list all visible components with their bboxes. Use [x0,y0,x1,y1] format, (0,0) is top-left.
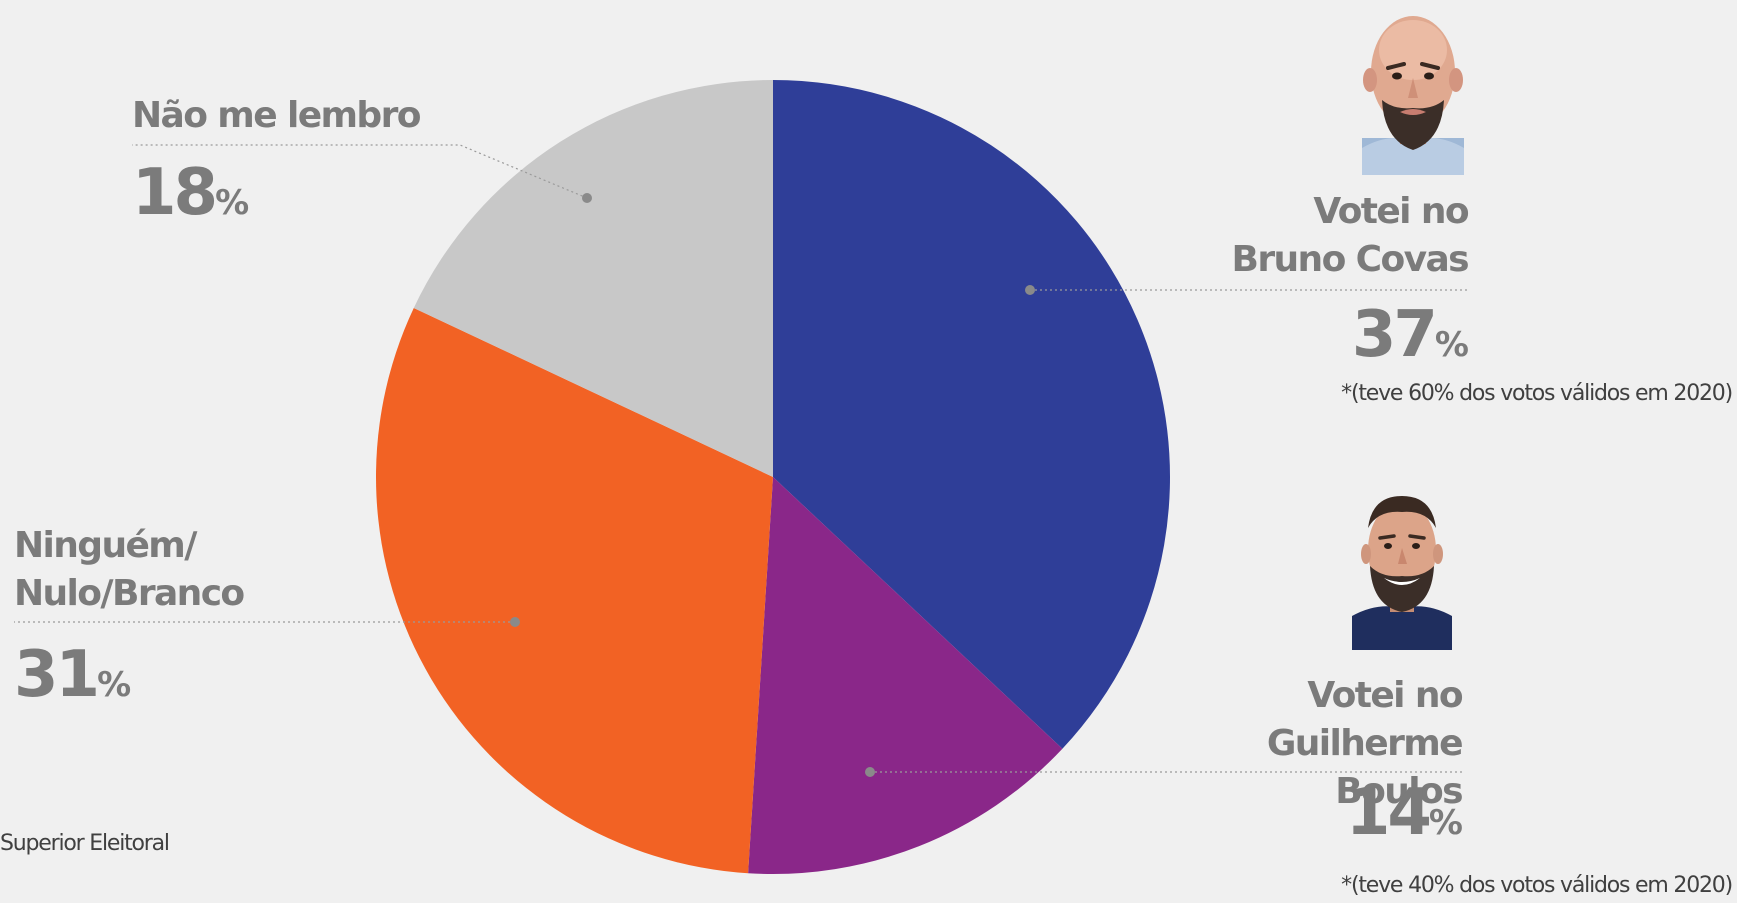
value-nao-me-lembro: 18% [132,156,249,238]
value-ninguem-nulo-branco: 31% [14,638,131,720]
value-ninguem-nulo-branco-number: 31 [14,638,100,712]
pie-slices [375,80,1170,874]
percent-unit: % [1428,803,1463,843]
value-guilherme-boulos-number: 14 [1345,776,1432,850]
bruno-covas-caricature-icon [1362,16,1464,175]
percent-unit: % [97,665,131,705]
label-bruno-covas: Votei no Bruno Covas [1231,191,1470,280]
leader-line-nao-me-lembro [132,144,588,199]
value-guilherme-boulos: 14% [1294,776,1463,858]
label-ninguem-nulo-branco: Ninguém/ Nulo/Branco [14,525,245,614]
pie-slice-guilherme-boulos [748,477,1063,874]
value-bruno-covas: 37% [1300,298,1469,380]
pie-slice-nao-me-lembro [413,80,773,477]
guilherme-boulos-caricature-icon [1352,496,1452,650]
label-nao-me-lembro: Não me lembro [132,95,421,136]
source-text: Superior Eleitoral [0,831,170,856]
percent-unit: % [1434,325,1469,365]
note-bruno-covas: *(teve 60% dos votos válidos em 2020) [1341,381,1733,406]
pie-slice-bruno-covas [773,80,1170,749]
pie-slice-ninguem-nulo-branco [375,307,773,874]
label-guilherme-boulos: Votei no Guilherme Boulos [1266,675,1464,812]
leader-dot-nao-me-lembro [582,193,592,203]
leader-dot-bruno-covas [1025,285,1035,295]
leader-dot-guilherme-boulos [865,767,875,777]
note-guilherme-boulos: *(teve 40% dos votos válidos em 2020) [1341,873,1733,898]
value-nao-me-lembro-number: 18 [132,156,218,230]
leader-lines [14,144,1468,777]
value-bruno-covas-number: 37 [1351,298,1438,372]
percent-unit: % [215,183,249,223]
leader-dot-ninguem-nulo-branco [510,617,520,627]
